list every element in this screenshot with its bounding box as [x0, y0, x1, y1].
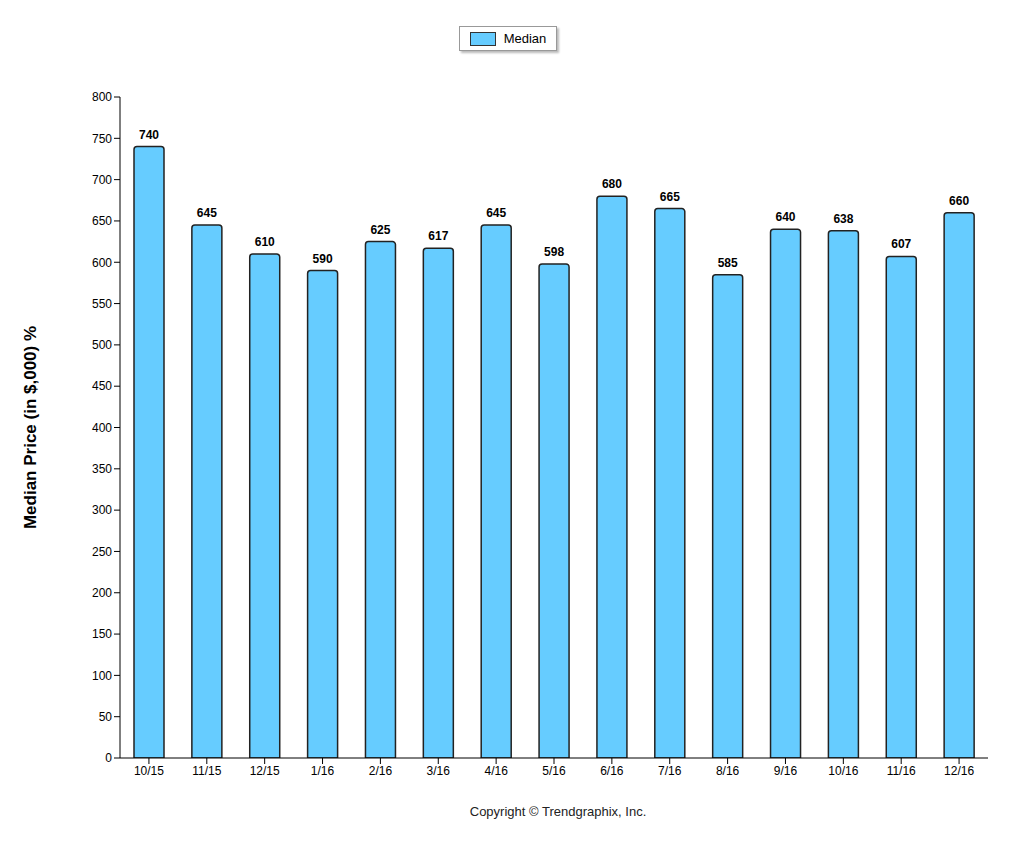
svg-text:10/16: 10/16	[828, 764, 858, 778]
svg-text:100: 100	[92, 669, 112, 683]
svg-text:625: 625	[370, 223, 390, 237]
svg-text:7/16: 7/16	[658, 764, 682, 778]
svg-text:Median Price (in $,000) %: Median Price (in $,000) %	[21, 326, 40, 529]
svg-text:5/16: 5/16	[542, 764, 566, 778]
svg-text:638: 638	[833, 212, 853, 226]
svg-text:800: 800	[92, 90, 112, 104]
svg-text:4/16: 4/16	[484, 764, 508, 778]
svg-text:680: 680	[602, 177, 622, 191]
svg-text:645: 645	[197, 206, 217, 220]
svg-text:550: 550	[92, 297, 112, 311]
svg-text:11/15: 11/15	[192, 764, 221, 778]
svg-text:9/16: 9/16	[774, 764, 798, 778]
svg-text:350: 350	[92, 462, 112, 476]
svg-text:10/15: 10/15	[134, 764, 164, 778]
svg-text:3/16: 3/16	[427, 764, 451, 778]
svg-text:1/16: 1/16	[311, 764, 335, 778]
svg-text:450: 450	[92, 379, 112, 393]
svg-text:660: 660	[949, 194, 969, 208]
svg-text:250: 250	[92, 545, 112, 559]
svg-text:610: 610	[255, 235, 275, 249]
svg-text:600: 600	[92, 256, 112, 270]
svg-text:750: 750	[92, 132, 112, 146]
svg-text:598: 598	[544, 245, 564, 259]
svg-text:740: 740	[139, 128, 159, 142]
svg-text:6/16: 6/16	[600, 764, 624, 778]
svg-text:2/16: 2/16	[369, 764, 393, 778]
svg-text:585: 585	[718, 256, 738, 270]
svg-text:400: 400	[92, 421, 112, 435]
svg-text:590: 590	[313, 252, 333, 266]
svg-text:607: 607	[891, 237, 911, 251]
svg-text:200: 200	[92, 586, 112, 600]
html-text:Copyright © Trendgraphix, Inc.: Copyright © Trendgraphix, Inc.	[469, 804, 647, 819]
svg-text:12/16: 12/16	[944, 764, 974, 778]
svg-text:300: 300	[92, 503, 112, 517]
svg-text:150: 150	[92, 627, 112, 641]
svg-text:640: 640	[776, 210, 796, 224]
html-text:Median: Median	[503, 31, 547, 46]
svg-text:650: 650	[92, 214, 112, 228]
svg-text:12/15: 12/15	[250, 764, 280, 778]
svg-text:617: 617	[428, 229, 448, 243]
svg-text:700: 700	[92, 173, 112, 187]
svg-text:8/16: 8/16	[716, 764, 740, 778]
svg-text:645: 645	[486, 206, 506, 220]
svg-text:500: 500	[92, 338, 112, 352]
svg-text:50: 50	[99, 710, 113, 724]
svg-text:11/16: 11/16	[887, 764, 916, 778]
svg-text:0: 0	[105, 751, 112, 765]
svg-text:665: 665	[660, 190, 680, 204]
